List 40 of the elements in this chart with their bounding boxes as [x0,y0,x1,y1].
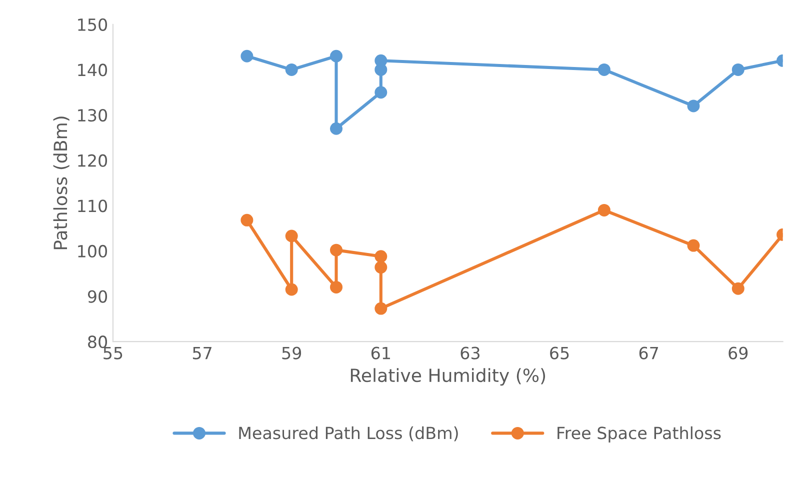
x-tick-label: 57 [192,346,212,360]
point [374,261,388,274]
point [330,50,342,62]
point [330,280,342,294]
x-tick-label: 69 [728,346,748,360]
y-axis-title: Pathloss (dBm) [53,116,70,250]
y-tick-label: 120 [78,154,108,167]
point [374,250,388,263]
point [330,122,342,135]
legend-label: Measured Path Loss (dBm) [239,426,458,442]
point [240,50,254,62]
x-tick-label: 65 [550,346,569,360]
y-tick-label: 140 [78,64,108,76]
point [598,204,610,216]
point [732,63,744,76]
point [285,230,298,242]
point [374,86,388,99]
x-tick-label: 59 [282,346,302,360]
point [285,283,298,296]
point [374,302,388,315]
y-tick-label: 150 [78,18,108,31]
y-tick-label: 100 [78,244,108,258]
x-tick-label: 67 [639,346,658,360]
y-tick-label: 90 [88,290,108,303]
point [732,282,744,295]
point [598,63,610,76]
x-axis-title: Relative Humidity (%) [350,368,546,386]
point [687,239,700,252]
x-tick-label: 63 [460,346,480,360]
point [330,244,342,256]
point [285,63,298,76]
point [374,54,388,67]
point [240,214,254,226]
y-tick-label: 130 [78,108,108,122]
y-tick-label: 80 [88,336,108,348]
x-tick-label: 55 [104,346,122,360]
y-tick-label: 110 [78,200,108,212]
x-tick-label: 61 [371,346,390,360]
legend-label: Free Space Pathloss [558,426,721,443]
point [687,100,700,112]
